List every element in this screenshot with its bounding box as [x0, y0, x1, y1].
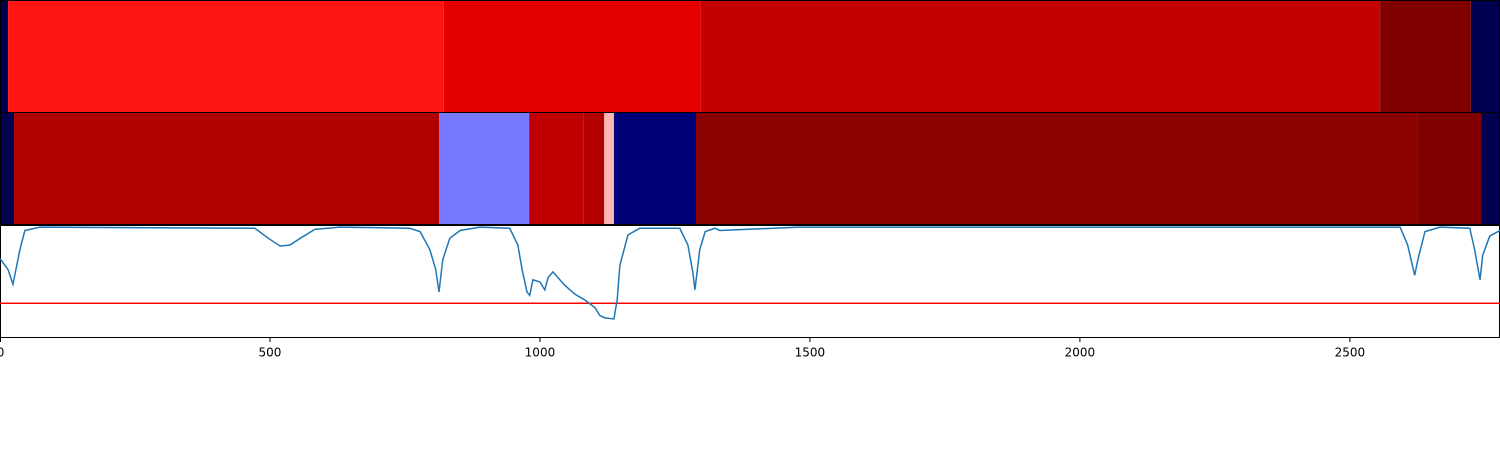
x-tick-label: 1000 — [525, 346, 556, 360]
band-segment — [0, 113, 15, 225]
x-tick-label: 500 — [259, 346, 282, 360]
x-tick-label: 2000 — [1065, 346, 1096, 360]
band-segment — [443, 1, 701, 113]
band-segment — [696, 113, 1418, 225]
band-segment — [1417, 113, 1482, 225]
plot-frame — [0, 225, 1500, 338]
data-line — [0, 226, 1500, 320]
band-segment — [438, 113, 530, 225]
x-tick-label: 2500 — [1335, 346, 1366, 360]
band-segment — [604, 113, 614, 225]
band-segment — [700, 1, 1381, 113]
x-tick-label: 1500 — [795, 346, 826, 360]
band-segment — [613, 113, 697, 225]
band-segment — [1380, 1, 1471, 113]
band-segment — [14, 113, 439, 225]
x-tick-label: 0 — [0, 346, 4, 360]
band-segment — [529, 113, 584, 225]
band-segment — [1481, 113, 1500, 225]
band-segment — [583, 113, 605, 225]
band-segment — [0, 1, 9, 113]
band-segment — [1470, 1, 1500, 113]
band-segment — [8, 1, 444, 113]
